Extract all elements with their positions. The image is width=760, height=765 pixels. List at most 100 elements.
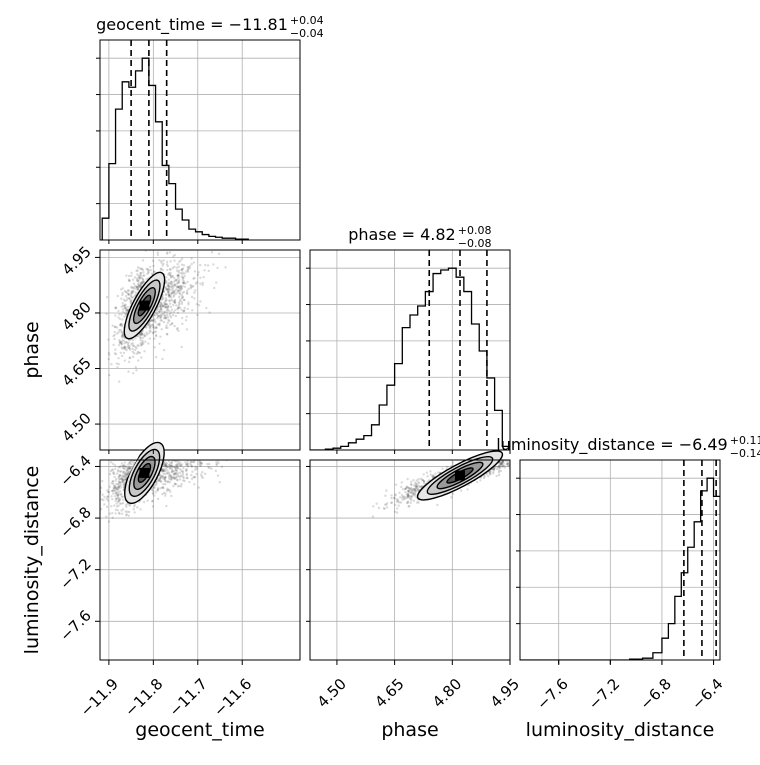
scatter-point [155, 326, 158, 329]
scatter-point [492, 467, 495, 470]
scatter-point [155, 435, 157, 437]
scatter-point [151, 259, 155, 263]
scatter-point [492, 468, 496, 471]
scatter-point [160, 298, 163, 301]
scatter-point [499, 463, 503, 466]
scatter-point [206, 264, 210, 267]
scatter-point [165, 292, 168, 296]
scatter-point [445, 465, 449, 469]
scatter-point [181, 291, 184, 295]
scatter-point [406, 500, 410, 503]
scatter-point [192, 476, 195, 479]
scatter-point [125, 309, 128, 313]
scatter-point [199, 300, 202, 303]
scatter-point [156, 313, 159, 316]
scatter-point [122, 298, 126, 301]
scatter-point [131, 291, 135, 294]
scatter-point [169, 294, 172, 298]
scatter-point [177, 285, 180, 288]
scatter-point [128, 466, 131, 469]
scatter-point [501, 460, 505, 463]
scatter-point [125, 505, 128, 508]
scatter-point [136, 269, 139, 272]
scatter-point [152, 331, 155, 334]
scatter-point [450, 496, 453, 499]
scatter-point [161, 492, 164, 496]
scatter-point [417, 489, 420, 492]
scatter-point [142, 333, 146, 336]
scatter-point [127, 289, 130, 292]
scatter-point [385, 506, 389, 509]
scatter-point [116, 366, 119, 369]
scatter-point [139, 336, 142, 339]
scatter-point [410, 491, 414, 494]
scatter-point [422, 473, 425, 476]
scatter-point [176, 282, 179, 285]
scatter-point [178, 299, 182, 303]
scatter-point [118, 475, 121, 478]
xtick-label-luminosity_distance: −6.4 [688, 675, 726, 713]
scatter-point [406, 493, 410, 497]
scatter-point [159, 475, 163, 478]
scatter-point [139, 333, 143, 337]
scatter-point [169, 478, 173, 482]
scatter-point [410, 480, 413, 484]
scatter-point [180, 263, 184, 266]
scatter-point [142, 500, 146, 504]
scatter-point [233, 452, 235, 454]
scatter-point [165, 303, 169, 306]
scatter-point [164, 314, 167, 317]
scatter-point [170, 475, 173, 478]
scatter-point [401, 496, 404, 499]
scatter-point [166, 288, 169, 291]
scatter-point [123, 311, 126, 315]
scatter-point [181, 276, 184, 279]
scatter-point [156, 253, 160, 257]
scatter-point [115, 491, 119, 494]
scatter-point [171, 465, 174, 469]
scatter-point [127, 467, 130, 470]
scatter-point [100, 498, 103, 501]
scatter-point [128, 356, 131, 360]
scatter-point [193, 444, 195, 446]
scatter-point [488, 471, 492, 474]
scatter-point [151, 331, 154, 335]
scatter-point [106, 495, 109, 499]
scatter-point [120, 477, 124, 481]
scatter-point [415, 501, 419, 504]
scatter-point [124, 313, 128, 316]
scatter-point [169, 260, 172, 263]
scatter-point [155, 312, 159, 315]
scatter-point [135, 279, 139, 282]
scatter-point [159, 308, 162, 311]
scatter-point [165, 332, 169, 336]
scatter-point [162, 486, 165, 490]
scatter-point [164, 494, 167, 497]
scatter-point [159, 438, 161, 440]
scatter-point [178, 471, 182, 475]
histogram-phase [310, 267, 510, 450]
scatter-point [121, 479, 125, 482]
scatter-point [175, 469, 179, 473]
scatter-point [186, 460, 189, 463]
scatter-point [149, 325, 152, 328]
scatter-point [173, 324, 176, 328]
scatter-point [179, 464, 182, 467]
scatter-point [117, 485, 121, 489]
scatter-point [150, 440, 152, 442]
scatter-point [111, 492, 115, 495]
ytick-label-phase: 4.50 [58, 409, 94, 445]
scatter-point [132, 455, 134, 457]
scatter-point [135, 269, 138, 272]
scatter-point [130, 291, 133, 295]
scatter-point [162, 313, 165, 316]
scatter-point [114, 512, 117, 515]
scatter-point [168, 463, 171, 466]
scatter-point [115, 502, 118, 505]
scatter-point [413, 492, 417, 496]
scatter-point [167, 287, 171, 290]
scatter-point [186, 464, 189, 467]
scatter-point [170, 452, 172, 454]
scatter-point [133, 295, 136, 298]
scatter-point [151, 491, 155, 495]
